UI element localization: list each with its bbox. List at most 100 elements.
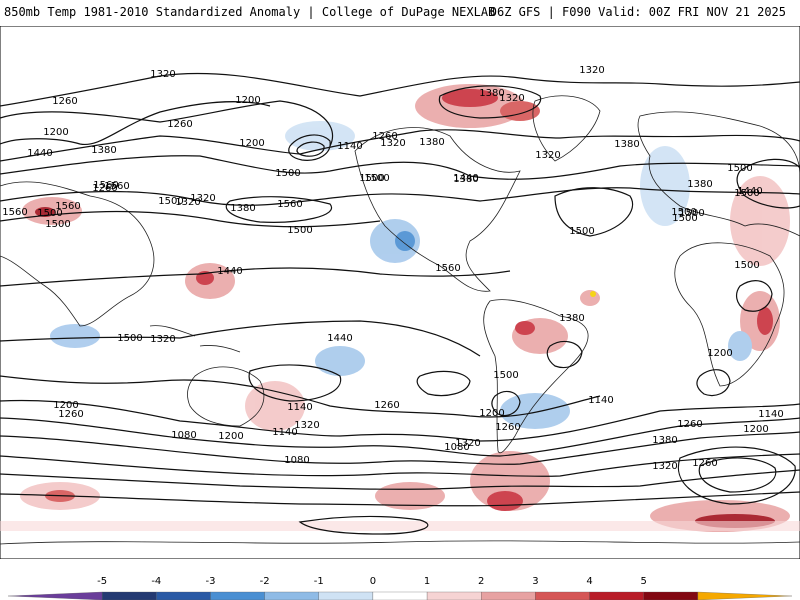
contour-label: 1200 (743, 424, 768, 435)
coastlines (0, 95, 800, 545)
map-background (0, 26, 800, 559)
contour-label: 1500 (493, 370, 518, 381)
contour-line-1440-south (0, 399, 800, 442)
contour-label: 1140 (337, 141, 362, 152)
contour-label: 1140 (287, 402, 312, 413)
contour-label: 1440 (737, 186, 762, 197)
contour-label: 1320 (150, 69, 175, 80)
contour-line-1140-inner-east (677, 446, 796, 505)
contour-label: 1320 (579, 65, 604, 76)
contour-line-1500-africa (735, 280, 773, 312)
colorbar-segments (7, 591, 793, 600)
contour-line-1500-sa-south (491, 390, 521, 417)
colorbar-tick-label: 4 (586, 576, 592, 587)
contour-label: 1140 (758, 409, 783, 420)
contour-label: 1260 (692, 458, 717, 469)
contour-label: 1260 (92, 183, 117, 194)
contour-label: 1380 (652, 435, 677, 446)
contour-label: 1140 (272, 427, 297, 438)
colorbar-segment (7, 591, 103, 600)
colorbar-tick-label: -5 (97, 576, 107, 587)
australia-outline (187, 366, 265, 427)
contour-label: 1380 (453, 174, 478, 185)
contour-label: 1500 (734, 188, 759, 199)
contour-label: 1560 (435, 263, 460, 274)
contour-label: 1560 (104, 181, 129, 192)
colorbar-segment (589, 591, 644, 600)
contour-line-1500-africa-south (696, 369, 731, 397)
colorbar-tick-label: -1 (314, 576, 324, 587)
contour-label: 1320 (150, 334, 175, 345)
contour-label: 1260 (372, 131, 397, 142)
colorbar-tick-label: 0 (370, 576, 376, 587)
colorbar-tick-label: 2 (478, 576, 484, 587)
greenland-outline (532, 95, 601, 162)
contour-label: 1500 (671, 207, 696, 218)
indonesia-outline (149, 325, 241, 353)
colorbar-segment (697, 591, 793, 600)
contour-line-1380-siberia (736, 158, 800, 209)
colorbar-segment (535, 591, 590, 600)
contour-label: 1500 (727, 163, 752, 174)
contour-line-1200-south (0, 469, 800, 490)
colorbar-segment (102, 591, 157, 600)
contour-label: 1440 (327, 333, 352, 344)
colorbar-segment (372, 591, 428, 600)
contour-line-1260-greenland (438, 85, 542, 119)
contour-line-1500-eq-south (0, 320, 481, 357)
contour-line-1500-south (0, 375, 601, 418)
contour-line-1560-south-atl (416, 370, 471, 397)
contour-line-1080-inner (698, 457, 777, 493)
colorbar-segment (643, 591, 698, 600)
south-america-outline (483, 299, 589, 454)
contour-label: 1260 (374, 400, 399, 411)
contour-label: 1380 (479, 88, 504, 99)
contour-label: 1560 (277, 199, 302, 210)
height-contours (0, 72, 800, 535)
contour-label: 1560 (55, 201, 80, 212)
contour-line-1500-north (0, 187, 800, 206)
contour-label: 1500 (734, 260, 759, 271)
contour-line-1380-south (0, 417, 800, 457)
contour-line-1500-samer (546, 340, 583, 369)
contour-label: 1500 (364, 173, 389, 184)
colorbar-segment (426, 591, 482, 600)
contour-label: 1260 (167, 119, 192, 130)
contour-label: 1200 (707, 348, 732, 359)
contour-label: 1260 (52, 96, 77, 107)
contour-line-1260-alaska (288, 134, 331, 161)
model-run-info: 06Z GFS | F090 Valid: 00Z FRI NOV 21 202… (489, 5, 786, 19)
africa-outline (674, 242, 785, 387)
contour-label: 1260 (677, 419, 702, 430)
contour-line-1560-north (0, 210, 381, 228)
contour-label: 1080 (284, 455, 309, 466)
contour-line-1440-north (0, 155, 800, 180)
colorbar-segment (210, 591, 265, 600)
contour-label: 1200 (235, 95, 260, 106)
asia-west-outline (0, 181, 155, 327)
contour-label: 1560 (2, 207, 27, 218)
contour-label: 1200 (43, 127, 68, 138)
contour-label: 1320 (190, 193, 215, 204)
contour-label: 1200 (479, 408, 504, 419)
contour-label: 1440 (27, 148, 52, 159)
colorbar-segment (318, 591, 374, 600)
contour-label: 1500 (569, 226, 594, 237)
contour-line-1320-north (0, 72, 800, 107)
contour-label: 1320 (294, 420, 319, 431)
contour-label: 1200 (239, 138, 264, 149)
contour-label: 1320 (652, 461, 677, 472)
contour-label: 1380 (614, 139, 639, 150)
contour-label: 1500 (117, 333, 142, 344)
contour-line-1260-south (0, 453, 800, 477)
contour-label: 1380 (230, 203, 255, 214)
colorbar-ticks: -5 -4 -3 -2 -1 0 1 2 3 4 5 (97, 576, 647, 587)
contour-label: 1260 (58, 409, 83, 420)
eurasia-outline (637, 111, 800, 237)
north-america-outline (354, 127, 521, 292)
contour-label: 1080 (444, 442, 469, 453)
colorbar-segment (481, 591, 536, 600)
contour-label: 1500 (359, 173, 384, 184)
